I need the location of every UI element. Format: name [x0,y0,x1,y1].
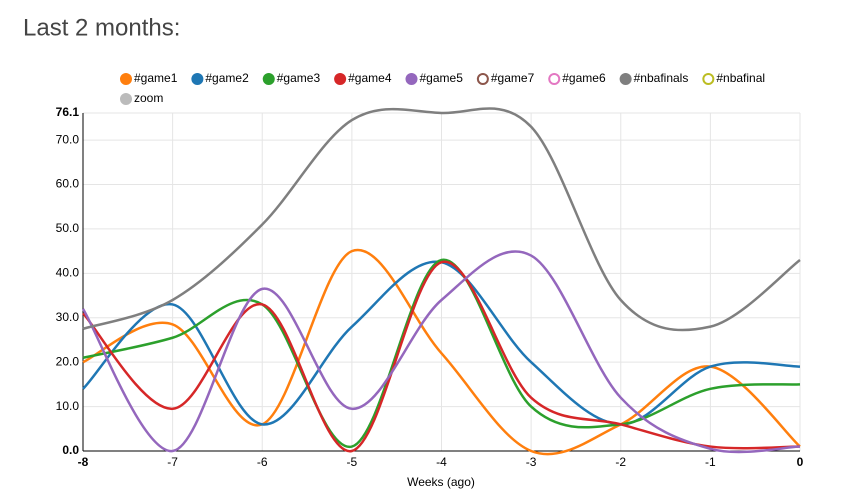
legend-swatch [120,93,132,105]
x-tick-label: -2 [615,455,626,469]
legend-item: #game4 [334,71,392,85]
legend-label: #game5 [420,71,464,85]
legend-label: #game2 [205,71,249,85]
x-tick-label: -4 [436,455,447,469]
series-line [81,250,801,454]
y-tick-label: 30.0 [56,310,80,324]
chart-title: Last 2 months: [23,14,180,41]
legend-item: #game7 [476,71,535,85]
x-tick-label: 0 [797,455,804,469]
legend-swatch [191,73,204,85]
y-tick-label: 76.1 [56,105,80,119]
x-tick-label: -1 [705,455,716,469]
legend-item: #game1 [120,71,178,85]
x-tick-label: -8 [78,455,89,469]
legend-label: #nbafinal [716,71,765,85]
legend-label: #game3 [277,71,321,85]
legend-swatch [405,73,418,85]
legend-label: zoom [134,91,163,105]
legend-label: #game7 [491,71,535,85]
legend-item: zoom [120,91,163,105]
legend-swatch [548,73,561,85]
legend-item: #nbafinal [702,71,765,85]
legend-swatch [702,73,715,85]
legend-swatch [120,73,132,85]
series-line [82,107,801,332]
x-tick-label: -3 [526,455,537,469]
legend-swatch [262,73,275,85]
y-tick-label: 20.0 [56,354,80,368]
legend-swatch [334,73,347,85]
legend-label: #game1 [134,71,178,85]
legend-item: #nbafinals [619,71,689,85]
x-tick-label: -5 [347,455,358,469]
x-tick-label: -7 [167,455,178,469]
series-line [82,248,801,456]
y-tick-label: 10.0 [56,399,80,413]
legend-item: #game3 [262,71,321,85]
y-tick-label: 50.0 [56,221,80,235]
series-line [82,258,801,448]
series-line [82,260,801,453]
series-line [82,260,801,426]
x-tick-label: -6 [257,455,268,469]
y-tick-label: 40.0 [56,266,80,280]
legend-swatch [476,73,489,85]
legend-label: #game4 [348,71,392,85]
y-tick-label: 0.0 [62,443,79,457]
legend-swatch [619,73,632,85]
legend-label: #game6 [562,71,606,85]
legend-item: #game5 [405,71,464,85]
legend-item: #game2 [191,71,249,85]
y-tick-label: 60.0 [56,177,80,191]
y-tick-label: 70.0 [56,132,80,146]
legend-label: #nbafinals [634,71,689,85]
x-axis-label: Weeks (ago) [407,475,475,489]
legend-item: #game6 [548,71,606,85]
